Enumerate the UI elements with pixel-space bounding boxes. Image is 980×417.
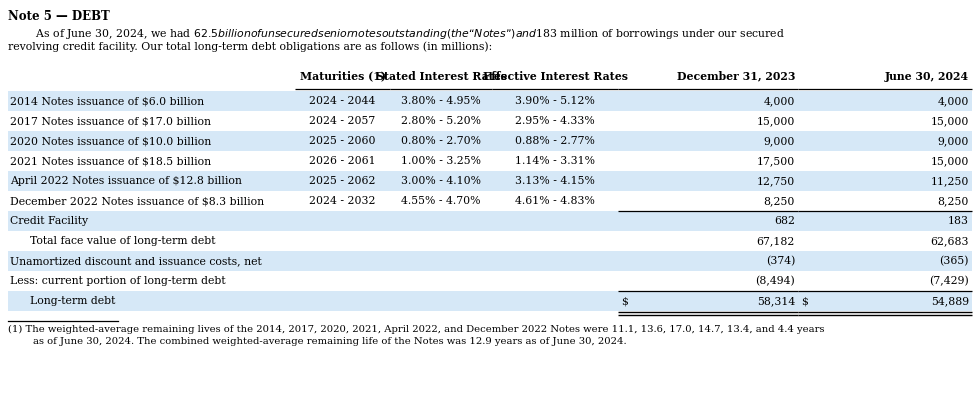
Text: 2024 - 2057: 2024 - 2057 [310,116,375,126]
Text: 4.61% - 4.83%: 4.61% - 4.83% [515,196,595,206]
Text: as of June 30, 2024. The combined weighted-average remaining life of the Notes w: as of June 30, 2024. The combined weight… [8,337,626,346]
Bar [8,211,972,231]
Text: April 2022 Notes issuance of $12.8 billion: April 2022 Notes issuance of $12.8 billi… [10,176,242,186]
Text: 8,250: 8,250 [938,196,969,206]
Text: 4,000: 4,000 [763,96,795,106]
Text: 0.88% - 2.77%: 0.88% - 2.77% [515,136,595,146]
Text: 15,000: 15,000 [757,116,795,126]
Text: 17,500: 17,500 [757,156,795,166]
Text: 2024 - 2044: 2024 - 2044 [310,96,375,106]
Text: 3.90% - 5.12%: 3.90% - 5.12% [515,96,595,106]
Bar [8,151,972,171]
Text: 2.95% - 4.33%: 2.95% - 4.33% [515,116,595,126]
Text: December 2022 Notes issuance of $8.3 billion: December 2022 Notes issuance of $8.3 bil… [10,196,265,206]
Text: 9,000: 9,000 [938,136,969,146]
Text: 11,250: 11,250 [931,176,969,186]
Text: 2024 - 2032: 2024 - 2032 [310,196,375,206]
Text: 15,000: 15,000 [931,116,969,126]
Text: 2020 Notes issuance of $10.0 billion: 2020 Notes issuance of $10.0 billion [10,136,212,146]
Text: $: $ [801,296,808,306]
Text: 15,000: 15,000 [931,156,969,166]
Bar [8,111,972,131]
Text: 0.80% - 2.70%: 0.80% - 2.70% [401,136,481,146]
Bar [8,231,972,251]
Text: Credit Facility: Credit Facility [10,216,88,226]
Text: (374): (374) [765,256,795,266]
Text: revolving credit facility. Our total long-term debt obligations are as follows (: revolving credit facility. Our total lon… [8,41,492,52]
Text: 2025 - 2062: 2025 - 2062 [310,176,375,186]
Text: 12,750: 12,750 [757,176,795,186]
Text: 2026 - 2061: 2026 - 2061 [309,156,375,166]
Text: 3.80% - 4.95%: 3.80% - 4.95% [401,96,481,106]
Text: As of June 30, 2024, we had $62.5 billion of unsecured senior notes outstanding : As of June 30, 2024, we had $62.5 billio… [8,27,785,41]
Text: (7,429): (7,429) [929,276,969,286]
Text: 3.13% - 4.15%: 3.13% - 4.15% [515,176,595,186]
Text: Note 5 — DEBT: Note 5 — DEBT [8,10,110,23]
Text: 183: 183 [948,216,969,226]
Text: 682: 682 [774,216,795,226]
Bar [8,171,972,191]
Bar [8,251,972,271]
Text: Less: current portion of long-term debt: Less: current portion of long-term debt [10,276,225,286]
Text: 54,889: 54,889 [931,296,969,306]
Text: Stated Interest Rates: Stated Interest Rates [375,70,507,81]
Text: December 31, 2023: December 31, 2023 [676,70,795,81]
Text: 62,683: 62,683 [930,236,969,246]
Text: $: $ [621,296,628,306]
Text: Effective Interest Rates: Effective Interest Rates [482,70,627,81]
Text: 9,000: 9,000 [763,136,795,146]
Text: 8,250: 8,250 [763,196,795,206]
Text: 2014 Notes issuance of $6.0 billion: 2014 Notes issuance of $6.0 billion [10,96,204,106]
Text: 3.00% - 4.10%: 3.00% - 4.10% [401,176,481,186]
Text: (365): (365) [940,256,969,266]
Text: 2021 Notes issuance of $18.5 billion: 2021 Notes issuance of $18.5 billion [10,156,211,166]
Text: Total face value of long-term debt: Total face value of long-term debt [30,236,216,246]
Bar [8,131,972,151]
Text: 1.00% - 3.25%: 1.00% - 3.25% [401,156,481,166]
Text: 2.80% - 5.20%: 2.80% - 5.20% [401,116,481,126]
Text: Long-term debt: Long-term debt [30,296,116,306]
Text: 2025 - 2060: 2025 - 2060 [310,136,375,146]
Text: 67,182: 67,182 [757,236,795,246]
Text: 58,314: 58,314 [757,296,795,306]
Text: 4,000: 4,000 [938,96,969,106]
Text: 1.14% - 3.31%: 1.14% - 3.31% [515,156,595,166]
Text: (8,494): (8,494) [756,276,795,286]
Bar [8,271,972,291]
Text: Maturities (1): Maturities (1) [300,70,385,81]
Text: Unamortized discount and issuance costs, net: Unamortized discount and issuance costs,… [10,256,262,266]
Text: 2017 Notes issuance of $17.0 billion: 2017 Notes issuance of $17.0 billion [10,116,211,126]
Bar [8,91,972,111]
Bar [8,191,972,211]
Bar [8,291,972,311]
Text: 4.55% - 4.70%: 4.55% - 4.70% [401,196,481,206]
Text: (1) The weighted-average remaining lives of the 2014, 2017, 2020, 2021, April 20: (1) The weighted-average remaining lives… [8,325,824,334]
Text: June 30, 2024: June 30, 2024 [885,70,969,81]
